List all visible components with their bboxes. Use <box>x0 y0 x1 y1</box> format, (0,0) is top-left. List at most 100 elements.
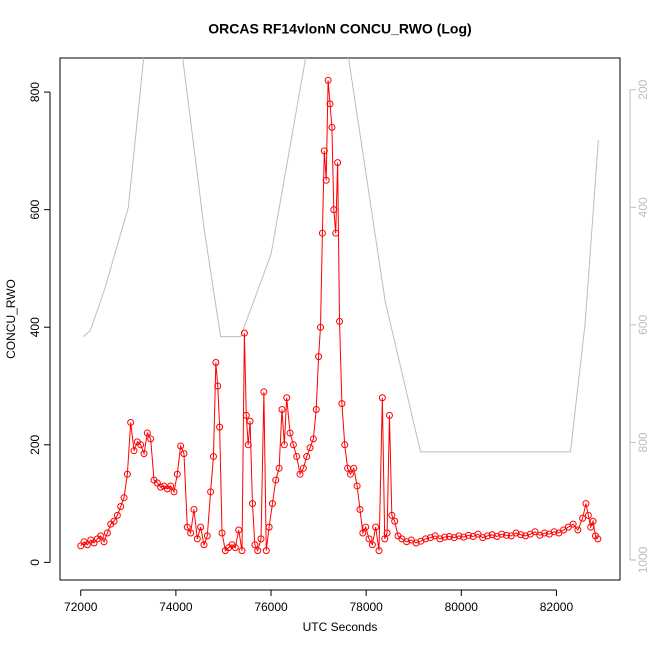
y-tick-label: 0 <box>28 559 42 566</box>
data-point <box>170 488 178 496</box>
data-point <box>381 535 389 543</box>
data-point <box>283 394 291 402</box>
data-point <box>334 159 342 167</box>
data-point <box>353 482 361 490</box>
y2-tick-label: 800 <box>636 432 650 452</box>
data-point <box>483 532 491 540</box>
data-point <box>238 547 246 555</box>
y-tick-label: 400 <box>28 317 42 337</box>
data-point <box>479 534 487 542</box>
data-point <box>103 529 111 537</box>
data-point <box>441 533 449 541</box>
data-point <box>582 500 590 508</box>
data-point <box>280 441 288 449</box>
data-point <box>214 382 222 390</box>
data-point <box>579 514 587 522</box>
data-point <box>318 229 326 237</box>
data-point <box>322 176 330 184</box>
data-point <box>299 464 307 472</box>
data-point <box>336 317 344 325</box>
data-point <box>356 505 364 513</box>
data-point <box>137 441 145 449</box>
y-tick-label: 200 <box>28 434 42 454</box>
data-point <box>385 411 393 419</box>
data-point <box>324 76 332 84</box>
data-point <box>422 535 430 543</box>
data-point <box>157 483 165 491</box>
data-point <box>341 441 349 449</box>
data-point <box>460 533 468 541</box>
data-point <box>550 528 558 536</box>
data-point <box>265 523 273 531</box>
data-point <box>303 453 311 461</box>
data-point <box>569 520 577 528</box>
data-point <box>293 453 301 461</box>
data-point <box>177 442 185 450</box>
data-point <box>117 503 125 511</box>
data-point <box>436 535 444 543</box>
data-point <box>193 535 201 543</box>
data-point <box>200 541 208 549</box>
data-point <box>254 547 262 555</box>
x-axis-title: UTC Seconds <box>303 620 378 634</box>
data-point <box>173 470 181 478</box>
data-point <box>190 505 198 513</box>
data-point <box>167 482 175 490</box>
y2-tick-label: 400 <box>636 197 650 217</box>
data-point <box>90 539 98 547</box>
data-point <box>218 529 226 537</box>
data-point <box>306 444 314 452</box>
x-tick-label: 78000 <box>349 600 383 614</box>
data-point <box>207 488 215 496</box>
data-point <box>272 476 280 484</box>
data-point <box>130 447 138 455</box>
data-point <box>244 441 252 449</box>
data-point <box>368 541 376 549</box>
data-point <box>445 533 453 540</box>
data-point <box>113 511 121 519</box>
data-point <box>296 470 304 478</box>
data-point <box>257 535 265 543</box>
data-point <box>338 400 346 408</box>
data-point <box>100 538 108 546</box>
data-point <box>594 535 602 543</box>
x-tick-label: 76000 <box>254 600 288 614</box>
data-point <box>275 464 283 472</box>
data-point <box>180 450 188 458</box>
data-point <box>350 464 358 472</box>
data-point <box>203 532 211 540</box>
data-point <box>312 406 320 414</box>
data-point <box>212 359 220 366</box>
data-point <box>187 529 195 537</box>
data-point <box>450 534 458 542</box>
x-tick-label: 72000 <box>64 600 98 614</box>
data-point <box>183 523 191 531</box>
data-point <box>383 529 391 537</box>
data-point <box>143 429 151 437</box>
data-point <box>455 532 463 540</box>
data-point <box>110 517 118 525</box>
y2-tick-label: 200 <box>636 79 650 99</box>
data-point <box>320 147 328 155</box>
data-point <box>140 450 148 458</box>
data-point <box>328 123 336 131</box>
data-point <box>372 523 380 531</box>
data-point <box>587 523 595 531</box>
y-tick-label: 600 <box>28 199 42 219</box>
data-point <box>412 539 420 547</box>
data-point <box>365 535 373 543</box>
data-point <box>127 418 135 426</box>
y-tick-label: 800 <box>28 82 42 102</box>
y2-tick-label: 1000 <box>636 546 650 573</box>
plot-area <box>77 58 602 555</box>
data-point <box>260 388 268 396</box>
data-point <box>512 529 520 537</box>
data-point <box>378 394 386 402</box>
chart-title: ORCAS RF14vlonN CONCU_RWO (Log) <box>208 21 471 37</box>
data-point <box>235 526 243 534</box>
data-point <box>262 547 270 555</box>
data-point <box>209 453 217 461</box>
data-point <box>332 229 340 237</box>
